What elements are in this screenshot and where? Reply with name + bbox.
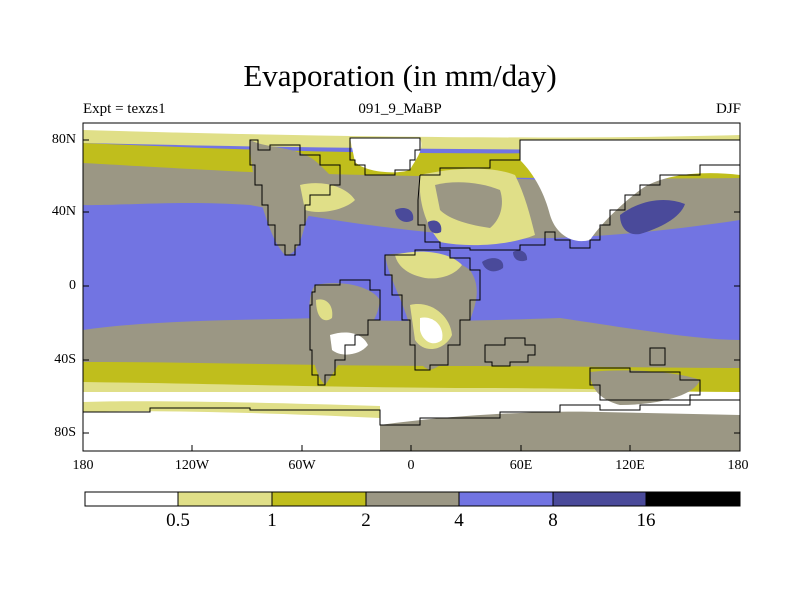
coastline-north-america bbox=[249, 139, 341, 256]
colorbar-box-2-4 bbox=[365, 491, 460, 507]
antarctic-edge-light bbox=[83, 401, 380, 418]
north-america-light bbox=[300, 183, 355, 212]
atlantic-high-evap-1 bbox=[395, 208, 414, 222]
coastline-greenland bbox=[349, 137, 421, 176]
lon-label-0: 0 bbox=[407, 458, 415, 473]
colorbar-label-4: 4 bbox=[454, 510, 464, 531]
colorbar-box-1-2 bbox=[271, 491, 367, 507]
lat-label-0: 0 bbox=[69, 278, 76, 293]
lon-label-180e: 180 bbox=[727, 458, 749, 473]
eurasia-gray bbox=[435, 182, 502, 228]
colorbar bbox=[84, 491, 741, 507]
coastline-africa bbox=[384, 249, 481, 371]
africa-south-white bbox=[420, 317, 443, 344]
lon-label-120e: 120E bbox=[615, 458, 645, 473]
lat-label-80s: 80S bbox=[54, 425, 76, 440]
arabian-high-evap bbox=[513, 250, 528, 262]
colorbar-box-4-8 bbox=[458, 491, 554, 507]
lon-label-60e: 60E bbox=[509, 458, 533, 473]
antarctica-landmass bbox=[590, 370, 700, 405]
atlantic-high-evap-2 bbox=[428, 220, 442, 234]
colorbar-box-05-1 bbox=[177, 491, 273, 507]
coastline-antarctica bbox=[83, 367, 740, 426]
colorbar-box-8-16 bbox=[552, 491, 647, 507]
south-america-white bbox=[330, 332, 368, 355]
lon-label-120w: 120W bbox=[174, 458, 210, 473]
experiment-label: Expt = texzs1 bbox=[83, 101, 166, 117]
north-polar-white bbox=[83, 123, 740, 138]
map-title: Evaporation (in mm/day) bbox=[243, 58, 557, 93]
season-label: DJF bbox=[715, 101, 741, 117]
kuroshio-high-evap bbox=[620, 199, 685, 235]
coastline-eurasia bbox=[417, 139, 740, 251]
colorbar-label-8: 8 bbox=[548, 510, 558, 531]
colorbar-box-gt16 bbox=[645, 491, 741, 507]
lat-label-80n: 80N bbox=[51, 132, 76, 147]
eurasia-white bbox=[520, 140, 740, 242]
africa-light bbox=[395, 251, 462, 279]
australia bbox=[485, 340, 535, 364]
tick-marks bbox=[82, 139, 741, 451]
lon-label-60w: 60W bbox=[288, 458, 316, 473]
colorbar-label-16: 16 bbox=[636, 510, 656, 531]
coastlines bbox=[83, 137, 740, 426]
antarctic-gray bbox=[380, 411, 740, 451]
south-america-light bbox=[316, 299, 333, 321]
coastline-australia bbox=[484, 337, 536, 367]
evaporation-field bbox=[83, 123, 740, 451]
coastline-pacific-shelf bbox=[649, 347, 666, 366]
indian-high-evap bbox=[482, 258, 504, 272]
north-america bbox=[250, 140, 340, 255]
coastline-south-america bbox=[309, 279, 381, 386]
period-label: 091_9_MaBP bbox=[358, 101, 442, 117]
colorbar-box-lt05 bbox=[84, 491, 179, 507]
lat-label-40n: 40N bbox=[51, 204, 76, 219]
lat-label-40s: 40S bbox=[54, 352, 76, 367]
colorbar-label-0-5: 0.5 bbox=[166, 510, 190, 531]
colorbar-label-1: 1 bbox=[267, 510, 277, 531]
colorbar-label-2: 2 bbox=[361, 510, 371, 531]
greenland bbox=[350, 138, 422, 173]
lon-label-180w: 180 bbox=[72, 458, 94, 473]
